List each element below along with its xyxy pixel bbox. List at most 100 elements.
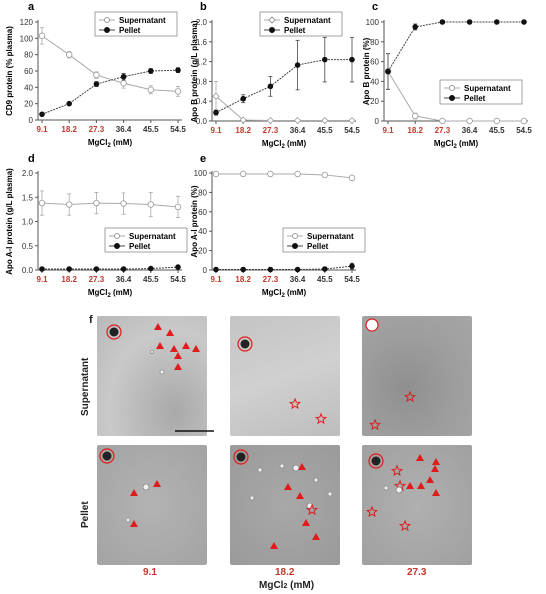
- chart-c: c 0 20 40 60 80 100 9.1 18.2 27.3 36.4 45.5 54.5 MgCl…: [362, 1, 532, 150]
- y-tick-label: 60: [198, 208, 207, 217]
- red-arrowhead-icon: [312, 533, 320, 540]
- x-tick-label: 9.1: [382, 126, 394, 135]
- bead-icon: [371, 456, 381, 466]
- red-arrowhead-icon: [130, 489, 138, 496]
- data-point: [294, 170, 301, 178]
- series-line-0: [216, 173, 353, 179]
- legend-marker: [114, 233, 120, 239]
- x-tick-label: 27.3: [263, 275, 279, 284]
- legend-marker: [269, 27, 275, 33]
- data-point: [267, 170, 274, 178]
- x-tick-label: 45.5: [489, 126, 505, 135]
- data-point: [93, 71, 100, 79]
- col-label-9-1: 9.1: [143, 567, 157, 578]
- y-axis-label: Apo B protein (g/L plasma): [190, 20, 199, 122]
- series-line-0: [387, 71, 524, 122]
- particle-icon: [292, 464, 300, 472]
- data-point: [38, 199, 46, 207]
- x-axis-label-subscript: 2: [281, 144, 285, 150]
- data-point: [266, 116, 274, 125]
- y-tick-label: 20: [24, 100, 33, 109]
- red-arrowhead-icon: [416, 454, 424, 461]
- x-tick-label: 27.3: [89, 275, 105, 284]
- red-arrowhead-icon: [182, 342, 190, 349]
- series-line-0: [41, 202, 179, 208]
- data-point: [120, 73, 127, 80]
- col-label-18-2: 18.2: [275, 567, 295, 578]
- y-tick-label: 20: [370, 97, 379, 106]
- red-arrowhead-icon: [174, 363, 182, 370]
- chart-d: d 0.0 0.5 1.0 1.5 2.0 9.1 18.2 27.3 36.4 45.5 54.5 M…: [5, 153, 188, 299]
- x-tick-label: 9.1: [36, 125, 48, 134]
- x-tick-label: 18.2: [61, 275, 77, 284]
- red-arrowhead-icon: [130, 520, 138, 527]
- data-point: [439, 117, 446, 125]
- y-tick-label: 20: [198, 247, 207, 256]
- x-tick-label: 36.4: [290, 126, 306, 135]
- bead-icon: [102, 451, 112, 461]
- y-tick-label: 0: [29, 116, 34, 125]
- particle-icon: [125, 517, 131, 523]
- x-tick-label: 45.5: [143, 125, 159, 134]
- chart-b: b 0.0 0.4 0.8 1.2 1.6 2.0 9.1 18.2 27.3 36.4 45.5 54…: [190, 1, 360, 150]
- data-point: [148, 68, 154, 74]
- x-axis-label: MgCl2 (mM): [88, 288, 133, 299]
- red-arrowhead-icon: [432, 458, 440, 465]
- red-arrowhead-icon: [431, 465, 439, 472]
- y-tick-label: 40: [24, 83, 33, 92]
- panel-letter-a: a: [28, 1, 35, 13]
- red-star-icon: [368, 418, 382, 431]
- red-arrowhead-icon: [298, 463, 306, 470]
- particle-icon: [395, 486, 403, 494]
- series-line-1: [41, 69, 179, 115]
- data-point: [65, 201, 73, 208]
- data-point: [39, 266, 45, 272]
- legend-label: Supernatant: [284, 16, 331, 25]
- data-point: [349, 56, 355, 63]
- tem-image-pel-27-3: [362, 445, 472, 565]
- particle-icon: [150, 350, 154, 354]
- y-tick-label: 40: [198, 227, 207, 236]
- x-tick-label: 54.5: [344, 126, 360, 135]
- data-point: [412, 112, 419, 120]
- particle-icon: [159, 369, 165, 375]
- y-tick-label: 40: [370, 77, 379, 86]
- data-point: [213, 109, 219, 116]
- data-point: [520, 117, 528, 125]
- red-arrowhead-icon: [432, 489, 440, 496]
- y-axis-label: CD9 protein (% plasma): [5, 26, 14, 116]
- data-point: [493, 117, 500, 125]
- y-tick-label: 1.6: [196, 38, 208, 47]
- data-point: [348, 174, 356, 182]
- data-point: [240, 95, 247, 102]
- data-point: [120, 80, 127, 87]
- highlight-ring-icon: [237, 336, 253, 352]
- red-star-icon: [390, 464, 404, 477]
- y-tick-label: 100: [366, 18, 380, 27]
- y-tick-label: 1.2: [196, 58, 208, 67]
- data-point: [385, 68, 391, 75]
- x-tick-label: 18.2: [407, 126, 423, 135]
- legend-label: Supernatant: [119, 16, 166, 25]
- red-arrowhead-icon: [153, 480, 161, 487]
- x-axis-label-unit: (mM): [457, 139, 479, 148]
- panel-f-axis-label: MgCl2 (mM): [259, 580, 315, 591]
- x-tick-label: 27.3: [263, 126, 279, 135]
- x-tick-label: 54.5: [170, 275, 186, 284]
- y-tick-label: 0: [203, 266, 208, 275]
- red-arrowhead-icon: [426, 476, 434, 483]
- y-tick-label: 100: [194, 169, 208, 178]
- particle-icon: [249, 495, 255, 501]
- y-tick-label: 120: [20, 18, 34, 27]
- series-line-1: [216, 265, 353, 271]
- data-point: [521, 19, 527, 25]
- y-tick-label: 1.0: [22, 218, 34, 227]
- red-star-icon: [314, 412, 328, 425]
- x-axis-label-unit: (mM): [285, 288, 307, 297]
- legend-label: Pellet: [284, 26, 306, 35]
- red-arrowhead-icon: [417, 482, 425, 489]
- bead-icon: [109, 327, 119, 337]
- legend-marker: [292, 243, 298, 249]
- x-tick-label: 27.3: [435, 126, 451, 135]
